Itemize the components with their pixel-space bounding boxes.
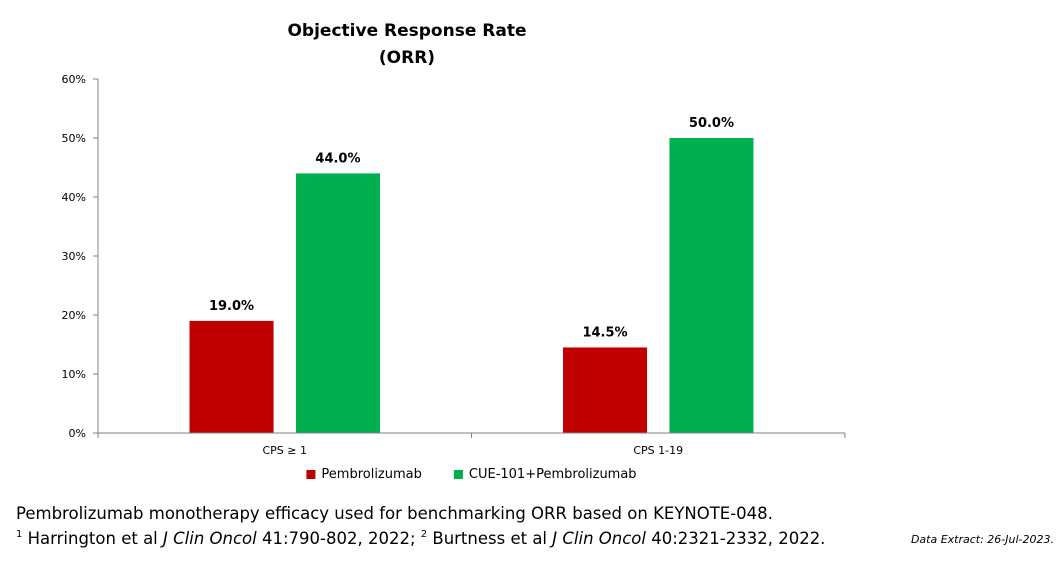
legend-swatch xyxy=(454,470,463,479)
ref1-citation: 41:790-802, 2022; xyxy=(257,529,421,548)
x-category-label: CPS ≥ 1 xyxy=(262,444,307,457)
bar-data-label: 14.5% xyxy=(582,325,627,340)
ref1-journal: J Clin Oncol xyxy=(163,529,257,548)
y-tick-label: 40% xyxy=(62,191,86,204)
legend-swatch xyxy=(306,470,315,479)
ref1-authors: Harrington et al xyxy=(22,529,163,548)
y-tick-label: 20% xyxy=(62,309,86,322)
orr-bar-chart: Objective Response Rate (ORR) 0% 10% 20% 30… xyxy=(0,0,1060,500)
legend-label: Pembrolizumab xyxy=(321,467,421,482)
ref2-citation: 40:2321-2332, 2022. xyxy=(646,529,825,548)
bar-data-label: 19.0% xyxy=(209,299,254,314)
bar-data-label: 50.0% xyxy=(689,116,734,131)
x-category-label: CPS 1-19 xyxy=(633,444,683,457)
legend: Pembrolizumab CUE-101+Pembrolizumab xyxy=(306,467,636,482)
y-tick-label: 50% xyxy=(62,132,86,145)
bar-cue-101-pembrolizumab xyxy=(296,173,380,433)
y-tick-label: 30% xyxy=(62,250,86,263)
references-footnote: 1 Harrington et al J Clin Oncol 41:790-8… xyxy=(16,529,825,548)
bars: 19.0% 44.0% 14.5% 50.0% xyxy=(190,116,754,433)
y-axis: 0% 10% 20% 30% 40% 50% 60% xyxy=(62,73,98,440)
bar-cue-101-pembrolizumab xyxy=(669,138,753,433)
x-axis: CPS ≥ 1 CPS 1-19 xyxy=(98,433,845,457)
chart-title-line-1: Objective Response Rate xyxy=(287,21,526,41)
benchmark-footnote: Pembrolizumab monotherapy efficacy used … xyxy=(16,504,773,523)
y-tick-label: 60% xyxy=(62,73,86,86)
y-tick-label: 0% xyxy=(69,427,86,440)
y-tick-label: 10% xyxy=(62,368,86,381)
bar-data-label: 44.0% xyxy=(315,151,360,166)
ref2-authors: Burtness et al xyxy=(427,529,552,548)
data-extract-date: Data Extract: 26-Jul-2023. xyxy=(911,533,1054,546)
bar-pembrolizumab xyxy=(563,347,647,433)
legend-label: CUE-101+Pembrolizumab xyxy=(469,467,637,482)
ref2-journal: J Clin Oncol xyxy=(552,529,646,548)
chart-title-line-2: (ORR) xyxy=(379,48,435,68)
bar-pembrolizumab xyxy=(190,321,274,433)
